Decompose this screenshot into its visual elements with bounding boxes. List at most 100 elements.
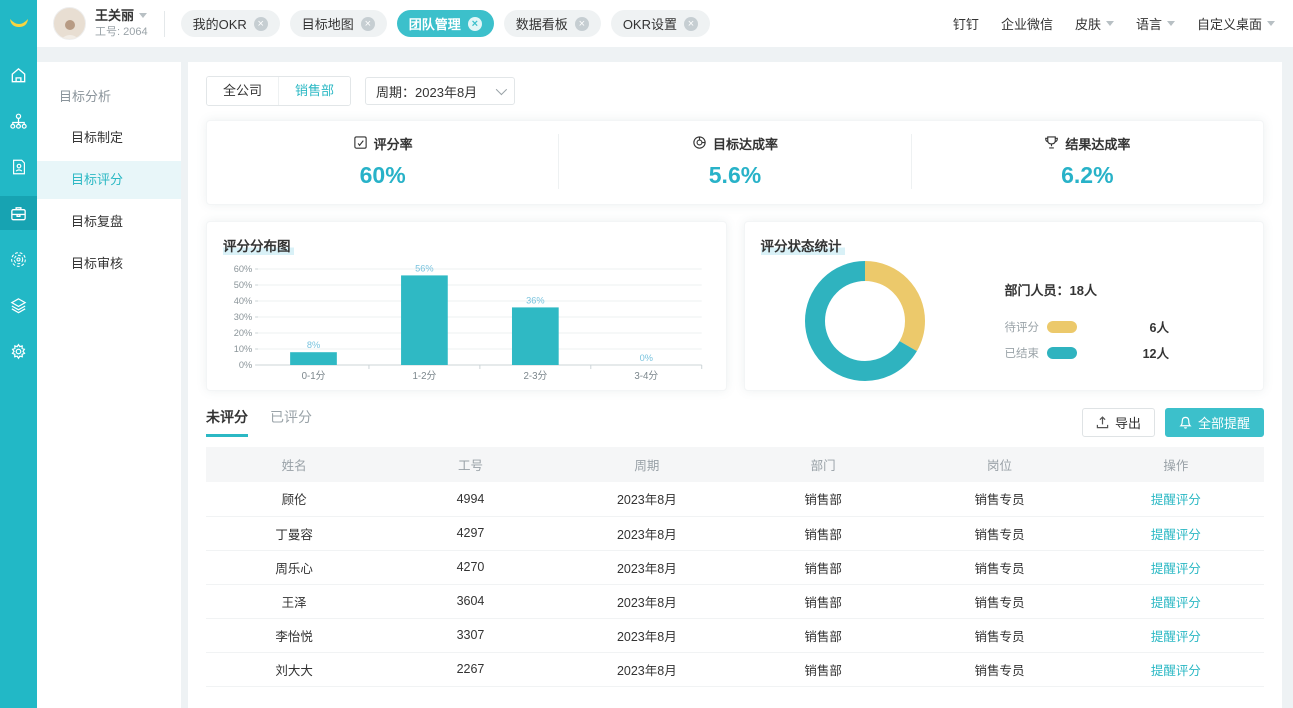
- header-tab-label: 数据看板: [515, 17, 568, 32]
- legend-label: 已结束: [1004, 347, 1040, 360]
- top-link-label: 语言: [1135, 17, 1162, 32]
- side-menu-items: 目标制定目标评分目标复盘目标审核: [37, 119, 181, 283]
- layers-icon[interactable]: [0, 288, 37, 322]
- remind-score-link[interactable]: 提醒评分: [1087, 482, 1264, 517]
- stats-card: 评分率 60% 目标达成率 5.6% 结果达成率 6.2%: [206, 120, 1264, 205]
- cell-post: 销售专员: [911, 550, 1088, 585]
- cell-period: 2023年8月: [558, 482, 735, 517]
- top-link-自定义桌面[interactable]: 自定义桌面: [1197, 14, 1275, 33]
- remind-score-link[interactable]: 提醒评分: [1087, 550, 1264, 585]
- sidebar-item-目标评分[interactable]: 目标评分: [37, 161, 181, 199]
- score-distribution-card: 评分分布图 0% 10% 20% 30% 40% 50% 60% 8% 0-1分 56% 1-2分 3…: [206, 221, 727, 391]
- main-panel: 全公司 销售部 周期：2023年8月 评分率 60% 目标达成率 5.6% 结果达成率 6.…: [188, 62, 1282, 708]
- stat-label: 评分率: [373, 137, 413, 152]
- header-tab-数据看板[interactable]: 数据看板: [503, 10, 601, 37]
- sidebar-item-目标审核[interactable]: 目标审核: [71, 256, 124, 271]
- pending-score-table: 姓名 工号 周期 部门 岗位 操作 顾伦 4994 2023年8月 销售部 销售专员 提醒评分 丁曼容…: [206, 447, 1264, 687]
- legend-swatch: [1047, 320, 1077, 333]
- svg-text:56%: 56%: [415, 263, 433, 273]
- score-distribution-bar-chart: 0% 10% 20% 30% 40% 50% 60% 8% 0-1分 56% 1-2分 36% 2-3分…: [234, 263, 703, 382]
- scope-button-全公司[interactable]: 全公司: [207, 77, 279, 105]
- close-icon[interactable]: [253, 16, 268, 31]
- close-icon[interactable]: [683, 16, 698, 31]
- table-row: 刘大大 2267 2023年8月 销售部 销售专员 提醒评分: [206, 652, 1264, 687]
- header-tab-目标地图[interactable]: 目标地图: [289, 10, 387, 37]
- list-tabs: 未评分 已评分: [206, 407, 334, 437]
- legend-row-待评分: 待评分 6人: [1005, 317, 1169, 336]
- svg-text:8%: 8%: [307, 340, 320, 350]
- header-tab-我的OKR[interactable]: 我的OKR: [180, 10, 280, 37]
- smile-logo-icon: [9, 19, 28, 27]
- list-header: 未评分 已评分 导出 全部提醒: [206, 407, 1264, 437]
- remind-score-link[interactable]: 提醒评分: [1087, 584, 1264, 619]
- legend-value: 12人: [1142, 347, 1169, 361]
- legend-swatch: [1047, 346, 1077, 359]
- svg-text:2-3分: 2-3分: [523, 370, 547, 382]
- sidebar-item-目标制定[interactable]: 目标制定: [71, 130, 124, 145]
- sidebar-item-目标复盘[interactable]: 目标复盘: [71, 214, 124, 229]
- result-rate-icon: [1044, 135, 1059, 153]
- chevron-down-icon: [495, 83, 508, 96]
- top-link-label: 皮肤: [1074, 17, 1101, 32]
- briefcase-icon[interactable]: [0, 196, 37, 230]
- column-header-岗位: 岗位: [911, 447, 1088, 482]
- list-tab-已评分[interactable]: 已评分: [270, 409, 312, 425]
- cell-dept: 销售部: [734, 618, 912, 653]
- cell-post: 销售专员: [911, 618, 1088, 653]
- user-employee-id: 工号: 2064: [95, 25, 148, 38]
- close-icon[interactable]: [467, 16, 482, 31]
- remind-score-link[interactable]: 提醒评分: [1087, 516, 1264, 551]
- top-link-皮肤[interactable]: 皮肤: [1075, 14, 1114, 33]
- svg-text:3-4分: 3-4分: [634, 370, 658, 382]
- cell-period: 2023年8月: [558, 550, 735, 585]
- close-icon[interactable]: [574, 16, 589, 31]
- header-tab-OKR设置[interactable]: OKR设置: [610, 10, 710, 37]
- user-avatar[interactable]: [53, 7, 86, 40]
- app-logo[interactable]: [0, 0, 37, 46]
- remind-score-link[interactable]: 提醒评分: [1087, 652, 1264, 687]
- gear-icon[interactable]: [0, 334, 37, 368]
- org-chart-icon[interactable]: [0, 104, 37, 138]
- column-header-操作: 操作: [1087, 447, 1264, 482]
- table-row: 周乐心 4270 2023年8月 销售部 销售专员 提醒评分: [206, 550, 1264, 585]
- table-row: 王泽 3604 2023年8月 销售部 销售专员 提醒评分: [206, 584, 1264, 619]
- cell-post: 销售专员: [911, 482, 1088, 517]
- top-link-钉钉[interactable]: 钉钉: [953, 14, 979, 33]
- user-name: 王关丽: [95, 7, 135, 23]
- user-block[interactable]: 王关丽 工号: 2064: [95, 8, 148, 40]
- cell-dept: 销售部: [734, 652, 912, 687]
- cell-post: 销售专员: [911, 652, 1088, 687]
- top-link-语言[interactable]: 语言: [1136, 14, 1175, 33]
- home-icon[interactable]: [0, 58, 37, 92]
- stat-评分率: 评分率 60%: [207, 134, 558, 189]
- cell-id: 2267: [382, 652, 559, 687]
- fingerprint-icon[interactable]: [0, 242, 37, 276]
- chevron-down-icon: [1105, 21, 1114, 26]
- table-row: 丁曼容 4297 2023年8月 销售部 销售专员 提醒评分: [206, 516, 1264, 551]
- svg-text:40%: 40%: [234, 296, 252, 306]
- header-tab-label: OKR设置: [622, 17, 677, 32]
- score-status-donut-chart: [804, 261, 925, 381]
- close-icon[interactable]: [360, 16, 375, 31]
- stat-value: 5.6%: [708, 162, 762, 188]
- export-icon: [1096, 415, 1109, 428]
- cell-dept: 销售部: [734, 550, 912, 585]
- bell-icon: [1179, 416, 1192, 429]
- cell-id: 4994: [382, 482, 559, 517]
- header-tab-团队管理[interactable]: 团队管理: [396, 10, 494, 37]
- cell-post: 销售专员: [911, 516, 1088, 551]
- top-link-企业微信[interactable]: 企业微信: [1001, 14, 1053, 33]
- export-button[interactable]: 导出: [1081, 407, 1155, 437]
- remind-all-button[interactable]: 全部提醒: [1164, 407, 1264, 437]
- document-user-icon[interactable]: [0, 150, 37, 184]
- cell-name: 丁曼容: [206, 516, 383, 551]
- column-header-姓名: 姓名: [206, 447, 383, 482]
- side-menu-section-title: 目标分析: [59, 89, 112, 104]
- period-select[interactable]: 周期：2023年8月: [365, 77, 516, 105]
- stat-value: 6.2%: [1061, 162, 1114, 188]
- scope-button-销售部[interactable]: 销售部: [278, 77, 351, 105]
- list-tab-未评分[interactable]: 未评分: [206, 407, 248, 437]
- remind-score-link[interactable]: 提醒评分: [1087, 618, 1264, 653]
- header-tab-label: 团队管理: [408, 17, 461, 32]
- cell-period: 2023年8月: [558, 652, 735, 687]
